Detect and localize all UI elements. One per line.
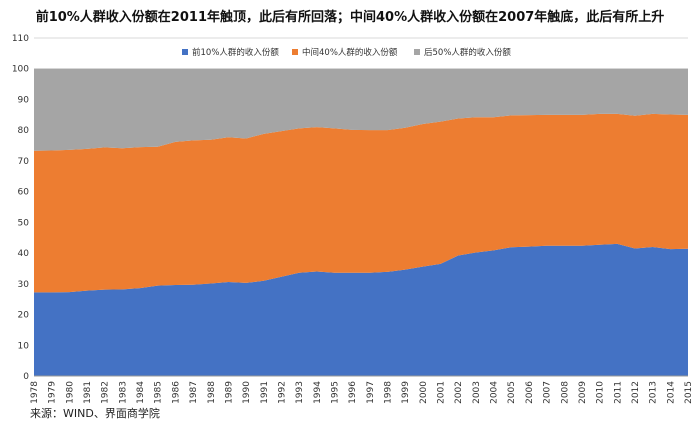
x-tick-label: 2013: [649, 381, 659, 404]
x-tick-label: 1986: [171, 381, 181, 404]
y-tick-label: 40: [18, 249, 30, 259]
legend-label: 后50%人群的收入份额: [424, 47, 511, 58]
x-tick-label: 1987: [189, 381, 199, 404]
y-tick-label: 110: [12, 34, 29, 44]
x-tick-label: 2004: [490, 381, 500, 404]
x-tick-label: 2009: [578, 381, 588, 404]
legend-label: 前10%人群的收入份额: [192, 47, 279, 58]
x-tick-label: 1981: [83, 381, 93, 404]
x-tick-label: 2002: [454, 381, 464, 404]
y-tick-label: 70: [18, 157, 30, 167]
chart-title: 前10%人群收入份额在2011年触顶，此后有所回落；中间40%人群收入份额在20…: [35, 10, 665, 25]
x-tick-label: 1982: [101, 381, 111, 404]
x-tick-label: 1997: [366, 381, 376, 404]
y-tick-label: 50: [18, 218, 30, 228]
y-tick-label: 100: [12, 65, 29, 75]
x-tick-label: 2007: [543, 381, 553, 404]
y-tick-label: 90: [18, 95, 30, 105]
y-tick-label: 30: [18, 280, 30, 290]
x-tick-label: 2011: [613, 381, 623, 404]
x-tick-label: 1994: [313, 381, 323, 404]
x-tick-label: 1980: [65, 381, 75, 404]
x-tick-label: 1979: [48, 381, 58, 404]
x-tick-label: 2006: [525, 381, 535, 404]
source-note: 来源：WIND、界面商学院: [30, 407, 160, 420]
y-tick-label: 20: [18, 311, 30, 321]
x-tick-label: 2014: [666, 381, 676, 404]
x-tick-label: 2005: [507, 381, 517, 404]
x-tick-label: 2012: [631, 381, 641, 404]
x-tick-label: 1988: [207, 381, 217, 404]
legend-swatch: [414, 49, 420, 55]
x-tick-label: 1984: [136, 381, 146, 404]
x-tick-label: 2003: [472, 381, 482, 404]
x-tick-label: 1992: [277, 381, 287, 404]
y-tick-label: 10: [18, 341, 30, 351]
series-area: [34, 68, 688, 151]
series-area: [34, 113, 688, 293]
x-tick-label: 2001: [437, 381, 447, 404]
x-tick-label: 1993: [295, 381, 305, 404]
x-tick-label: 1989: [224, 381, 234, 404]
x-tick-label: 2008: [560, 381, 570, 404]
x-tick-label: 1983: [118, 381, 128, 404]
x-tick-label: 2010: [596, 381, 606, 404]
legend-swatch: [292, 49, 298, 55]
x-tick-label: 1991: [260, 381, 270, 404]
series-area: [34, 243, 688, 376]
x-tick-label: 1998: [384, 381, 394, 404]
y-tick-label: 0: [23, 372, 29, 382]
x-tick-label: 1996: [348, 381, 358, 404]
legend-swatch: [182, 49, 188, 55]
x-tick-label: 1985: [154, 381, 164, 404]
x-tick-label: 1999: [401, 381, 411, 404]
x-tick-label: 1978: [30, 381, 40, 404]
x-tick-label: 1995: [330, 381, 340, 404]
y-tick-label: 80: [18, 126, 30, 136]
x-tick-label: 2000: [419, 381, 429, 404]
x-tick-label: 1990: [242, 381, 252, 404]
x-tick-label: 2015: [684, 381, 694, 404]
legend-label: 中间40%人群的收入份额: [302, 47, 398, 58]
y-tick-label: 60: [18, 188, 30, 198]
